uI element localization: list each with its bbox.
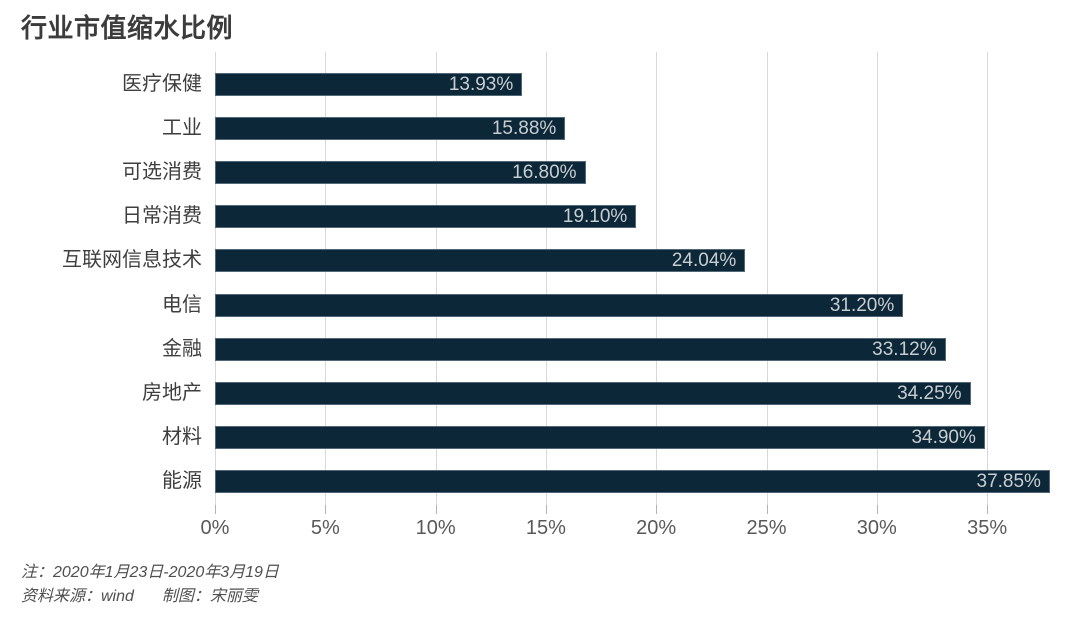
- note-period: 注：2020年1月23日-2020年3月19日: [21, 564, 279, 581]
- bar: 33.12%: [215, 337, 946, 361]
- gridline: [987, 52, 989, 505]
- chart-title: 行业市值缩水比例: [21, 13, 234, 43]
- note-author: 制图：宋丽雯: [161, 588, 258, 605]
- bar: 34.25%: [215, 381, 971, 405]
- axis-tick: [435, 505, 437, 514]
- bar-value-label: 19.10%: [562, 206, 628, 228]
- bar-value-label: 15.88%: [491, 118, 557, 140]
- bar: 37.85%: [215, 469, 1050, 493]
- bar-value-label: 13.93%: [448, 74, 514, 95]
- axis-tick: [987, 505, 989, 514]
- x-axis-tick-label: 35%: [967, 517, 1008, 539]
- bar: 34.90%: [215, 425, 985, 449]
- gridline: [325, 52, 327, 505]
- gridline: [435, 52, 437, 505]
- bar: 13.93%: [215, 73, 523, 96]
- gridline: [215, 52, 216, 505]
- gridline: [545, 52, 547, 505]
- bar-value-label: 16.80%: [512, 162, 577, 184]
- axis-tick: [656, 505, 658, 514]
- category-label: 互联网信息技术: [62, 249, 202, 272]
- gridline: [766, 52, 768, 505]
- note-source-row: 资料来源：wind 制图：宋丽雯: [21, 585, 279, 609]
- chart-notes: 注：2020年1月23日-2020年3月19日 资料来源：wind 制图：宋丽雯: [21, 561, 279, 609]
- x-axis-tick-label: 0%: [200, 517, 230, 539]
- x-axis-tick-label: 30%: [856, 517, 897, 539]
- category-label: 金融: [162, 337, 202, 360]
- bar: 31.20%: [215, 293, 904, 317]
- axis-tick: [325, 505, 327, 514]
- bar-value-label: 33.12%: [872, 338, 937, 360]
- bar: 16.80%: [215, 161, 586, 185]
- x-axis-tick-label: 15%: [525, 517, 566, 539]
- axis-tick: [545, 505, 547, 514]
- bar-value-label: 37.85%: [976, 470, 1041, 492]
- gridline: [656, 52, 658, 505]
- bar: 19.10%: [215, 205, 637, 229]
- bar-chart-plot: 0% 5% 10% 15% 20% 25% 30% 35% 医疗保健 13.93% 工业 15.88%…: [62, 52, 1050, 539]
- category-label: 医疗保健: [122, 73, 202, 95]
- category-label: 日常消费: [122, 205, 202, 228]
- bar-value-label: 34.90%: [911, 426, 976, 448]
- category-label: 房地产: [142, 381, 202, 404]
- category-label: 材料: [162, 425, 202, 448]
- bar-value-label: 24.04%: [671, 250, 737, 272]
- category-label: 工业: [162, 117, 202, 140]
- x-axis-tick-label: 10%: [415, 517, 456, 539]
- category-label: 可选消费: [122, 161, 202, 184]
- x-axis-tick-label: 20%: [636, 517, 677, 539]
- category-label: 能源: [162, 469, 202, 492]
- bar-value-label: 34.25%: [897, 382, 962, 404]
- x-axis-tick-label: 25%: [746, 517, 787, 539]
- bar: 15.88%: [215, 117, 566, 141]
- gridline: [876, 52, 878, 505]
- category-label: 电信: [162, 293, 202, 316]
- note-source: 资料来源：wind: [21, 588, 134, 605]
- axis-tick: [876, 505, 878, 514]
- bar: 24.04%: [215, 249, 746, 273]
- bar-value-label: 31.20%: [829, 294, 895, 316]
- axis-tick: [215, 505, 216, 514]
- x-axis-tick-label: 5%: [310, 517, 340, 539]
- axis-tick: [766, 505, 768, 514]
